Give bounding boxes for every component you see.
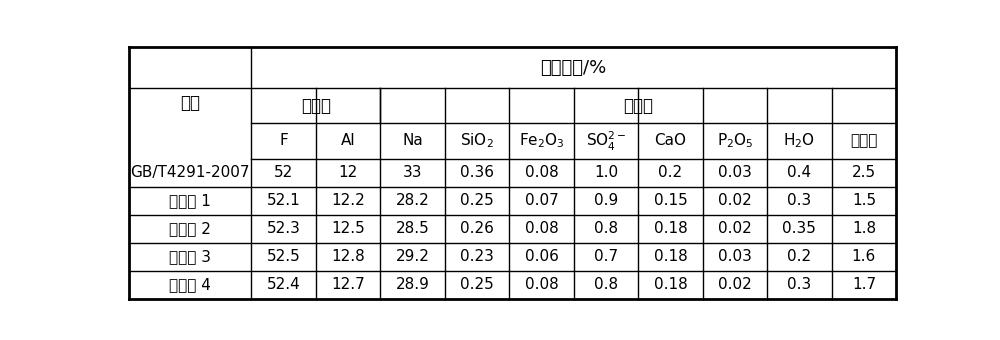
Text: CaO: CaO xyxy=(654,133,686,149)
Text: 实施例 3: 实施例 3 xyxy=(169,249,211,264)
Text: 1.0: 1.0 xyxy=(594,165,618,180)
Text: 0.08: 0.08 xyxy=(525,221,558,236)
Text: 1.6: 1.6 xyxy=(852,249,876,264)
Text: 实施例 1: 实施例 1 xyxy=(169,193,211,208)
Text: 52.5: 52.5 xyxy=(267,249,300,264)
Text: SiO$_2$: SiO$_2$ xyxy=(460,132,494,150)
Text: 29.2: 29.2 xyxy=(396,249,429,264)
Text: 1.7: 1.7 xyxy=(852,277,876,292)
Text: 2.5: 2.5 xyxy=(852,165,876,180)
Text: 0.08: 0.08 xyxy=(525,277,558,292)
Text: 52.4: 52.4 xyxy=(267,277,300,292)
Text: 实施例 4: 实施例 4 xyxy=(169,277,211,292)
Text: Na: Na xyxy=(402,133,423,149)
Text: Fe$_2$O$_3$: Fe$_2$O$_3$ xyxy=(519,132,564,150)
Text: 0.4: 0.4 xyxy=(787,165,811,180)
Text: 28.2: 28.2 xyxy=(396,193,429,208)
Text: 0.8: 0.8 xyxy=(594,277,618,292)
Text: 0.36: 0.36 xyxy=(460,165,494,180)
Text: 0.9: 0.9 xyxy=(594,193,618,208)
Text: 0.23: 0.23 xyxy=(460,249,494,264)
Text: 52.1: 52.1 xyxy=(267,193,300,208)
Text: 0.06: 0.06 xyxy=(525,249,558,264)
Text: 0.03: 0.03 xyxy=(718,249,752,264)
Text: 1.8: 1.8 xyxy=(852,221,876,236)
Text: 12.2: 12.2 xyxy=(331,193,365,208)
Text: 12.8: 12.8 xyxy=(331,249,365,264)
Text: 0.2: 0.2 xyxy=(787,249,811,264)
Text: 0.02: 0.02 xyxy=(718,277,752,292)
Text: 0.15: 0.15 xyxy=(654,193,687,208)
Text: GB/T4291-2007: GB/T4291-2007 xyxy=(130,165,250,180)
Text: 1.5: 1.5 xyxy=(852,193,876,208)
Text: 28.9: 28.9 xyxy=(396,277,429,292)
Text: 0.18: 0.18 xyxy=(654,249,687,264)
Text: 炁减量: 炁减量 xyxy=(850,133,878,149)
Text: 牌号: 牌号 xyxy=(180,94,200,112)
Text: 0.26: 0.26 xyxy=(460,221,494,236)
Text: 0.3: 0.3 xyxy=(787,193,812,208)
Text: P$_2$O$_5$: P$_2$O$_5$ xyxy=(717,132,753,150)
Text: 0.18: 0.18 xyxy=(654,277,687,292)
Text: Al: Al xyxy=(341,133,355,149)
Text: 不大于: 不大于 xyxy=(623,97,653,115)
Text: 0.18: 0.18 xyxy=(654,221,687,236)
Text: 0.02: 0.02 xyxy=(718,221,752,236)
Text: 0.07: 0.07 xyxy=(525,193,558,208)
Text: 0.25: 0.25 xyxy=(460,277,494,292)
Text: 12.7: 12.7 xyxy=(331,277,365,292)
Text: 33: 33 xyxy=(403,165,422,180)
Text: 0.7: 0.7 xyxy=(594,249,618,264)
Text: F: F xyxy=(279,133,288,149)
Text: 0.35: 0.35 xyxy=(782,221,816,236)
Text: 12: 12 xyxy=(338,165,358,180)
Text: 0.2: 0.2 xyxy=(658,165,683,180)
Text: 52.3: 52.3 xyxy=(267,221,301,236)
Text: 28.5: 28.5 xyxy=(396,221,429,236)
Text: 0.8: 0.8 xyxy=(594,221,618,236)
Text: 0.3: 0.3 xyxy=(787,277,812,292)
Text: 0.25: 0.25 xyxy=(460,193,494,208)
Text: 0.08: 0.08 xyxy=(525,165,558,180)
Text: H$_2$O: H$_2$O xyxy=(783,132,815,150)
Text: 52: 52 xyxy=(274,165,293,180)
Text: 12.5: 12.5 xyxy=(331,221,365,236)
Text: 实施例 2: 实施例 2 xyxy=(169,221,211,236)
Text: 0.02: 0.02 xyxy=(718,193,752,208)
Text: 化学指标/%: 化学指标/% xyxy=(541,58,607,76)
Text: 0.03: 0.03 xyxy=(718,165,752,180)
Text: 不小于: 不小于 xyxy=(301,97,331,115)
Text: SO$_4^{2-}$: SO$_4^{2-}$ xyxy=(586,129,626,153)
